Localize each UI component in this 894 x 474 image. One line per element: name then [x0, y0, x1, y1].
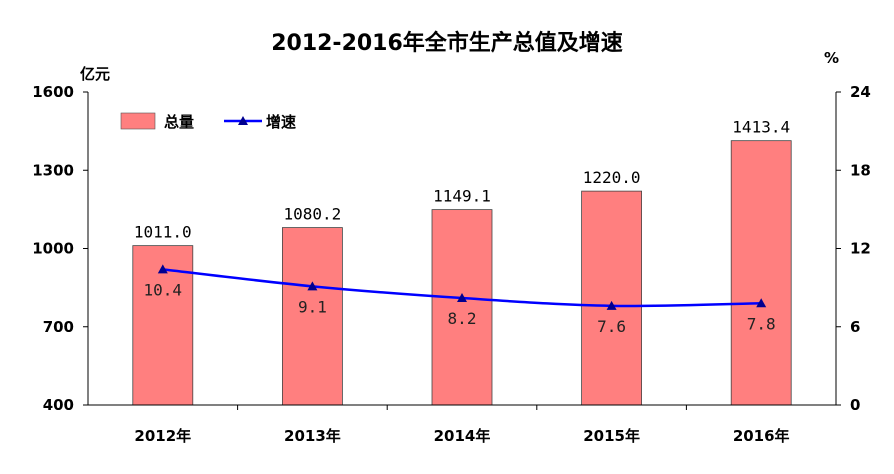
line-series: [157, 264, 767, 310]
legend-label-rate: 增速: [266, 113, 296, 131]
legend: 总量 增速: [120, 112, 296, 131]
bar: [281, 227, 343, 406]
category-label: 2012年: [134, 427, 191, 445]
right-axis-unit: %: [824, 49, 839, 67]
bar: [581, 190, 642, 406]
bar-value-label: 1220.0: [583, 168, 641, 187]
bar-value-label: 1011.0: [134, 223, 192, 242]
chart-title: 2012-2016年全市生产总值及增速: [271, 30, 623, 56]
legend-label-total: 总量: [164, 113, 194, 131]
rate-value-label: 9.1: [298, 297, 327, 316]
right-tick-label: 6: [850, 318, 860, 336]
left-tick-label: 1300: [32, 161, 74, 179]
bar: [730, 140, 792, 406]
left-tick-label: 1600: [32, 83, 74, 101]
left-tick-label: 700: [43, 318, 74, 336]
rate-value-label: 10.4: [144, 280, 183, 299]
left-tick-label: 1000: [32, 240, 74, 258]
rate-value-label: 7.8: [747, 314, 776, 333]
category-label: 2013年: [284, 427, 341, 445]
category-label: 2014年: [434, 427, 491, 445]
left-axis-unit: 亿元: [80, 65, 110, 83]
rate-value-label: 8.2: [448, 309, 477, 328]
rate-point-marker: [157, 264, 168, 274]
legend-marker-rate: [238, 116, 248, 125]
legend-swatch-total: [120, 112, 156, 130]
bar-value-label: 1080.2: [284, 205, 342, 224]
rate-point-marker: [756, 298, 767, 308]
category-labels: 2012年 2013年 2014年 2015年 2016年: [134, 405, 790, 445]
right-axis-ticks: 0 6 12 18 24: [836, 83, 871, 414]
rate-point-marker: [606, 300, 617, 310]
bar-series: [132, 140, 792, 406]
line-value-labels: 10.4 9.1 8.2 7.6 7.8: [144, 280, 776, 336]
rate-value-label: 7.6: [597, 317, 626, 336]
category-label: 2015年: [583, 427, 640, 445]
rate-point-marker: [307, 281, 318, 291]
bar-value-labels: 1011.0 1080.2 1149.1 1220.0 1413.4: [134, 118, 790, 242]
bar-value-label: 1413.4: [732, 118, 790, 137]
bar: [431, 209, 493, 406]
right-tick-label: 18: [850, 161, 871, 179]
right-tick-label: 24: [850, 83, 871, 101]
bar-value-label: 1149.1: [433, 187, 491, 206]
category-label: 2016年: [733, 427, 790, 445]
left-tick-label: 400: [43, 396, 74, 414]
right-tick-label: 0: [850, 396, 860, 414]
right-tick-label: 12: [850, 240, 871, 258]
rate-point-marker: [457, 293, 467, 303]
left-axis-ticks: 400 700 1000 1300 1600: [32, 83, 88, 414]
